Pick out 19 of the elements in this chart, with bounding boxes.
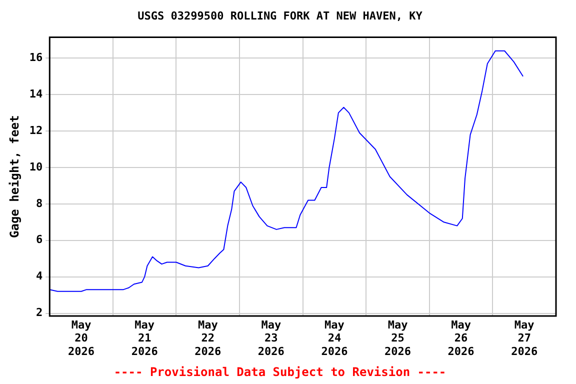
x-tick-label: May 27 2026 (511, 318, 538, 358)
y-tick-label: 4 (36, 270, 44, 283)
y-tick-label: 8 (36, 196, 43, 210)
y-tick-label: 6 (36, 233, 44, 246)
text: ---- Provisional Data Subject to Revision ---- (114, 364, 446, 379)
x-tick-label: May 25 2026 (384, 318, 412, 358)
x-tick-label: May 23 2026 (258, 318, 285, 358)
y-axis-title: Gage height, feet (7, 115, 22, 238)
x-tick-label: May 20 2026 (68, 318, 95, 358)
y-tick-label: 2 (36, 306, 43, 320)
x-tick-label: May 21 2026 (131, 318, 158, 358)
y-tick-label: 12 (29, 124, 43, 137)
x-tick-label: May 26 2026 (448, 318, 475, 358)
chart-title: USGS 03299500 ROLLING FORK AT NEW HAVEN, KY (138, 9, 423, 22)
x-tick-label: May 22 2026 (194, 318, 222, 358)
y-tick-label: 10 (29, 160, 43, 174)
y-tick-label: 14 (29, 87, 44, 100)
x-tick-label: May 24 2026 (321, 318, 348, 358)
y-tick-label: 16 (29, 51, 44, 64)
